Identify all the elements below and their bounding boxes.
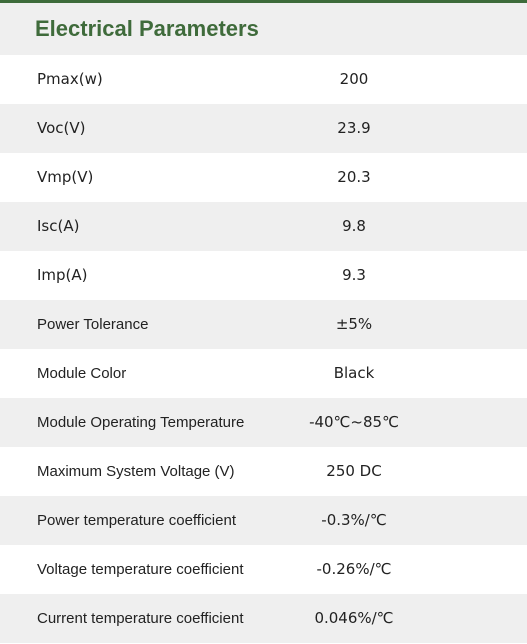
parameter-label: Power Tolerance — [37, 316, 149, 333]
parameter-value: 9.8 — [342, 217, 366, 235]
table-row: Voc(V) 23.9 — [0, 104, 527, 153]
parameter-label: Power temperature coefficient — [37, 512, 236, 529]
parameter-label: Vmp(V) — [37, 168, 94, 186]
parameter-label: Current temperature coefficient — [37, 610, 244, 627]
parameter-value: 9.3 — [342, 266, 366, 284]
parameter-label: Isc(A) — [37, 217, 80, 235]
parameter-value: 20.3 — [337, 168, 371, 186]
table-row: Current temperature coefficient 0.046%/℃ — [0, 594, 527, 643]
parameter-value: ±5% — [335, 315, 373, 333]
parameter-value: -40℃~85℃ — [309, 413, 399, 431]
parameter-label: Voltage temperature coefficient — [37, 561, 244, 578]
parameter-value: 200 — [339, 70, 369, 88]
table-row: Power temperature coefficient -0.3%/℃ — [0, 496, 527, 545]
parameter-value: -0.3%/℃ — [321, 511, 387, 529]
table-row: Isc(A) 9.8 — [0, 202, 527, 251]
table-row: Module Operating Temperature -40℃~85℃ — [0, 398, 527, 447]
header: Electrical Parameters — [0, 3, 527, 55]
parameter-label: Voc(V) — [37, 119, 86, 137]
parameter-value: Black — [333, 364, 375, 382]
parameter-value: -0.26%/℃ — [316, 560, 392, 578]
parameter-value: 23.9 — [337, 119, 371, 137]
parameter-label: Module Color — [37, 365, 127, 382]
parameter-value: 250 DC — [326, 462, 382, 480]
table-row: Voltage temperature coefficient -0.26%/℃ — [0, 545, 527, 594]
table-row: Maximum System Voltage (V) 250 DC — [0, 447, 527, 496]
title: Electrical Parameters — [35, 16, 259, 41]
table-row: Module Color Black — [0, 349, 527, 398]
parameter-label: Module Operating Temperature — [37, 414, 245, 431]
table-row: Power Tolerance ±5% — [0, 300, 527, 349]
parameter-label: Pmax(w) — [37, 70, 103, 88]
parameter-label: Maximum System Voltage (V) — [37, 463, 235, 480]
table-row: Pmax(w) 200 — [0, 55, 527, 104]
parameter-value: 0.046%/℃ — [314, 609, 394, 627]
table-row: Vmp(V) 20.3 — [0, 153, 527, 202]
parameter-label: Imp(A) — [37, 266, 88, 284]
table-row: Imp(A) 9.3 — [0, 251, 527, 300]
top-rule — [0, 0, 527, 3]
